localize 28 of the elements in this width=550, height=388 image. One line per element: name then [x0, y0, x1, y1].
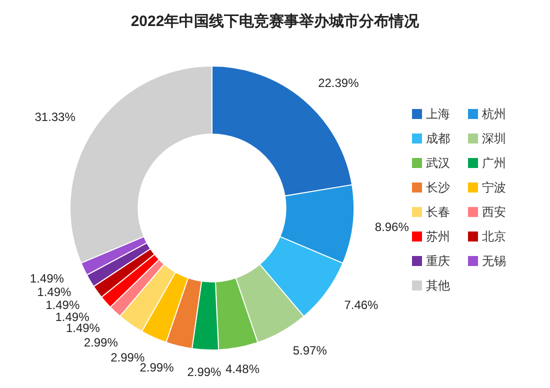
data-label: 22.39% [318, 76, 360, 90]
data-label: 2.99% [140, 360, 174, 374]
data-label: 1.49% [37, 285, 72, 300]
legend-label: 苏州 [426, 230, 450, 244]
chart-title: 2022年中国线下电竞赛事举办城市分布情况 [130, 12, 420, 30]
data-label: 5.97% [292, 344, 328, 358]
legend-label: 西安 [482, 205, 506, 219]
legend-label: 武汉 [426, 156, 450, 170]
legend-label: 长沙 [426, 180, 450, 194]
legend-label: 长春 [426, 205, 450, 219]
legend-label: 宁波 [482, 180, 506, 194]
legend-label: 无锡 [482, 254, 506, 268]
data-label: 31.33% [34, 110, 76, 124]
legend-label: 广州 [482, 156, 506, 170]
legend-label: 其他 [426, 278, 450, 292]
data-label: 1.49% [30, 272, 64, 286]
data-label: 2.99% [187, 364, 222, 379]
legend-label: 重庆 [426, 254, 450, 268]
data-label: 7.46% [344, 298, 379, 312]
legend-label: 北京 [482, 230, 506, 244]
legend-label: 深圳 [482, 132, 506, 146]
legend-label: 成都 [426, 132, 450, 146]
data-label: 1.49% [46, 298, 80, 312]
data-label: 8.96% [374, 220, 410, 234]
legend-label: 杭州 [481, 107, 506, 121]
data-label: 2.99% [84, 335, 118, 350]
data-label: 4.48% [226, 362, 260, 376]
legend-label: 上海 [426, 107, 450, 121]
